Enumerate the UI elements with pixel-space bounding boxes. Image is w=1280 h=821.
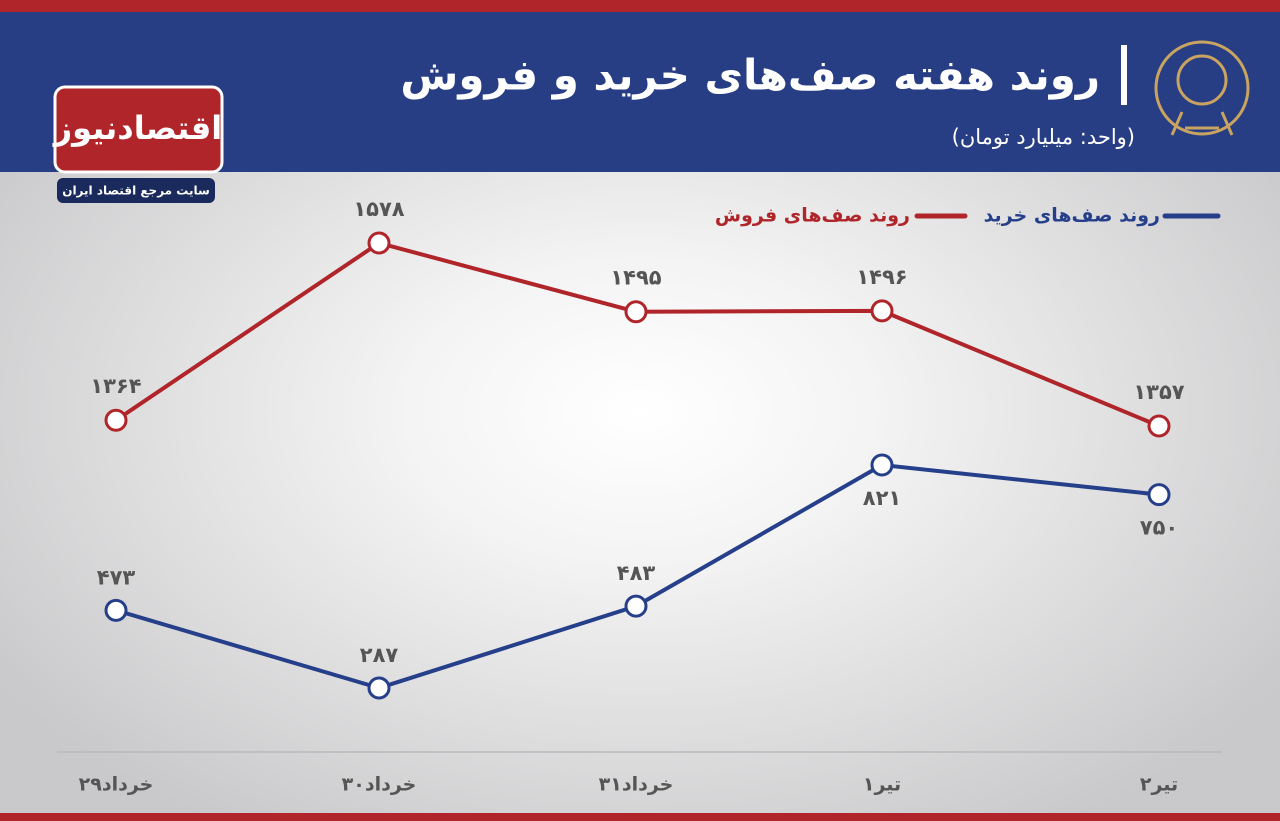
data-label: ۷۵۰ [1140,516,1178,540]
data-label: ۴۸۳ [617,561,656,585]
data-label: ۱۳۵۷ [1133,380,1184,404]
data-label: ۲۸۷ [360,643,399,667]
x-tick-label: ۲تیر [1140,774,1178,796]
bottom-stripe [0,813,1280,821]
data-point [624,300,648,324]
legend-label: روند صف‌های فروش [715,205,910,227]
data-label: ۱۳۶۴ [90,374,141,398]
data-label: ۴۷۳ [97,565,136,589]
data-label: ۸۲۱ [863,486,901,510]
data-point [367,676,391,700]
data-point [104,408,128,432]
logo-name: اقتصادنیوز [52,109,223,147]
logo: اقتصادنیوز سایت مرجع اقتصاد ایران [52,85,224,203]
title-separator [1121,45,1127,105]
x-tick-label: ۳۱خرداد [599,774,674,796]
x-tick-label: ۳۰خرداد [342,774,417,796]
x-tick-label: ۱تیر [863,774,901,796]
data-point [870,453,894,477]
data-point [624,594,648,618]
emblem [1154,40,1250,136]
legend-label: روند صف‌های خرید [984,205,1160,227]
x-tick-label: ۲۹خرداد [79,774,154,796]
chart-title: روند هفته صف‌های خرید و فروش [400,51,1100,101]
chart-subtitle: (واحد: میلیارد تومان) [952,125,1135,149]
data-point [1147,414,1171,438]
data-point [367,231,391,255]
data-label: ۱۴۹۶ [856,265,907,289]
data-point [1147,483,1171,507]
data-point [870,299,894,323]
logo-tagline: سایت مرجع اقتصاد ایران [62,184,210,198]
data-label: ۱۵۷۸ [353,197,404,221]
data-point [104,598,128,622]
data-label: ۱۴۹۵ [610,266,661,290]
top-stripe [0,0,1280,12]
